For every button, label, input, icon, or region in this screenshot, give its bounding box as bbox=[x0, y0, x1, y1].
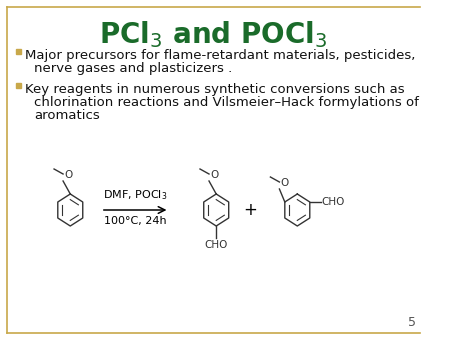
Text: O: O bbox=[280, 178, 289, 188]
Text: Key reagents in numerous synthetic conversions such as: Key reagents in numerous synthetic conve… bbox=[25, 83, 405, 96]
Text: Major precursors for flame-retardant materials, pesticides,: Major precursors for flame-retardant mat… bbox=[25, 49, 416, 62]
Text: nerve gases and plasticizers .: nerve gases and plasticizers . bbox=[34, 62, 232, 75]
Text: chlorination reactions and Vilsmeier–Hack formylations of: chlorination reactions and Vilsmeier–Hac… bbox=[34, 96, 419, 109]
Text: PCl$_3$ and POCl$_3$: PCl$_3$ and POCl$_3$ bbox=[100, 19, 328, 50]
Text: DMF, POCl$_3$: DMF, POCl$_3$ bbox=[103, 188, 167, 202]
Text: O: O bbox=[210, 170, 218, 180]
Bar bbox=[16, 83, 21, 88]
Text: 5: 5 bbox=[408, 316, 416, 329]
Text: aromatics: aromatics bbox=[34, 109, 100, 122]
Text: CHO: CHO bbox=[321, 197, 345, 207]
Text: +: + bbox=[244, 201, 257, 219]
Text: CHO: CHO bbox=[204, 240, 228, 250]
Text: O: O bbox=[64, 170, 72, 180]
Text: 100°C, 24h: 100°C, 24h bbox=[104, 216, 166, 226]
Bar bbox=[16, 49, 21, 54]
